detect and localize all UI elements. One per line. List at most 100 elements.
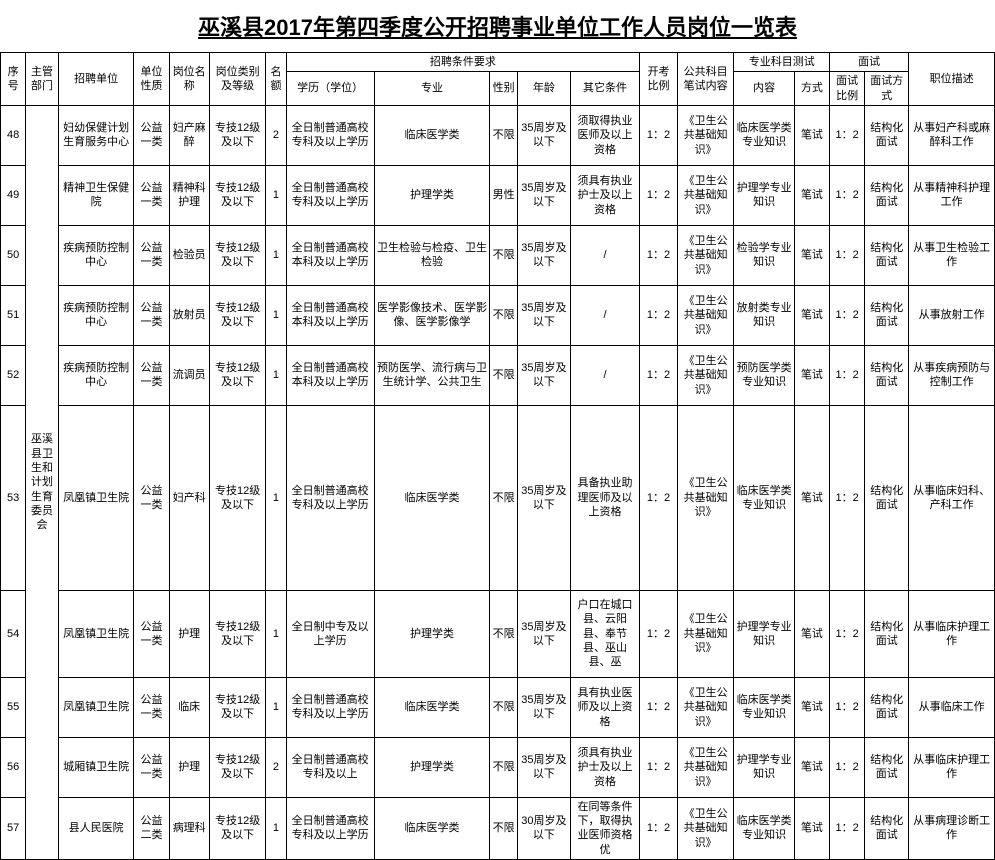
cell-level: 专技12级及以下 (209, 285, 266, 345)
cell-post: 放射员 (169, 285, 209, 345)
cell-unit: 县人民医院 (58, 797, 133, 859)
cell-public: 《卫生公共基础知识》 (677, 225, 734, 285)
h-unit: 招聘单位 (58, 53, 133, 106)
cell-iratio: 1：2 (830, 677, 865, 737)
cell-level: 专技12级及以下 (209, 737, 266, 797)
cell-sex: 不限 (490, 737, 518, 797)
cell-nature: 公益一类 (134, 405, 169, 590)
cell-quota: 1 (266, 285, 286, 345)
cell-age: 35周岁及以下 (518, 225, 571, 285)
cell-unit: 凤凰镇卫生院 (58, 405, 133, 590)
cell-seq: 50 (1, 225, 26, 285)
cell-sex: 男性 (490, 165, 518, 225)
cell-unit: 凤凰镇卫生院 (58, 677, 133, 737)
cell-ratio: 1：2 (640, 405, 678, 590)
cell-public: 《卫生公共基础知识》 (677, 797, 734, 859)
cell-prof: 临床医学类专业知识 (734, 677, 794, 737)
cell-seq: 55 (1, 677, 26, 737)
cell-desc: 从事妇产科或麻醉科工作 (909, 105, 995, 165)
cell-desc: 从事临床妇科、产科工作 (909, 405, 995, 590)
cell-iformat: 结构化面试 (865, 797, 909, 859)
cell-prof: 预防医学类专业知识 (734, 345, 794, 405)
cell-age: 35周岁及以下 (518, 165, 571, 225)
cell-seq: 54 (1, 590, 26, 677)
cell-level: 专技12级及以下 (209, 225, 266, 285)
cell-nature: 公益一类 (134, 590, 169, 677)
cell-major: 临床医学类 (374, 677, 490, 737)
cell-age: 35周岁及以下 (518, 105, 571, 165)
cell-unit: 凤凰镇卫生院 (58, 590, 133, 677)
cell-public: 《卫生公共基础知识》 (677, 590, 734, 677)
cell-iratio: 1：2 (830, 345, 865, 405)
cell-edu: 全日制普通高校本科及以上学历 (286, 225, 374, 285)
cell-age: 35周岁及以下 (518, 737, 571, 797)
cell-iformat: 结构化面试 (865, 285, 909, 345)
cell-method: 笔试 (794, 677, 829, 737)
cell-desc: 从事放射工作 (909, 285, 995, 345)
cell-other: / (570, 225, 639, 285)
cell-post: 检验员 (169, 225, 209, 285)
cell-iformat: 结构化面试 (865, 590, 909, 677)
cell-other: 具备执业助理医师及以上资格 (570, 405, 639, 590)
cell-unit: 疾病预防控制中心 (58, 225, 133, 285)
h-sex: 性别 (490, 72, 518, 106)
table-row: 53凤凰镇卫生院公益一类妇产科专技12级及以下1全日制普通高校专科及以上学历临床… (1, 405, 995, 590)
cell-iratio: 1：2 (830, 405, 865, 590)
cell-iformat: 结构化面试 (865, 737, 909, 797)
cell-seq: 53 (1, 405, 26, 590)
job-table: 序号 主管部门 招聘单位 单位性质 岗位名称 岗位类别及等级 名额 招聘条件要求… (0, 52, 995, 860)
cell-nature: 公益一类 (134, 105, 169, 165)
cell-quota: 2 (266, 737, 286, 797)
cell-method: 笔试 (794, 797, 829, 859)
cell-public: 《卫生公共基础知识》 (677, 105, 734, 165)
table-row: 48巫溪县卫生和计划生育委员会妇幼保健计划生育服务中心公益一类妇产麻醉专技12级… (1, 105, 995, 165)
cell-method: 笔试 (794, 165, 829, 225)
cell-edu: 全日制中专及以上学历 (286, 590, 374, 677)
cell-edu: 全日制普通高校专科及以上学历 (286, 105, 374, 165)
cell-major: 卫生检验与检疫、卫生检验 (374, 225, 490, 285)
h-interview-group: 面试 (830, 53, 909, 72)
cell-sex: 不限 (490, 405, 518, 590)
table-row: 49精神卫生保健院公益一类精神科护理专技12级及以下1全日制普通高校专科及以上学… (1, 165, 995, 225)
h-prof-content: 内容 (734, 72, 794, 106)
cell-iformat: 结构化面试 (865, 225, 909, 285)
cell-sex: 不限 (490, 797, 518, 859)
cell-iformat: 结构化面试 (865, 105, 909, 165)
h-level: 岗位类别及等级 (209, 53, 266, 106)
h-other: 其它条件 (570, 72, 639, 106)
cell-desc: 从事临床工作 (909, 677, 995, 737)
cell-nature: 公益一类 (134, 737, 169, 797)
cell-level: 专技12级及以下 (209, 105, 266, 165)
cell-seq: 57 (1, 797, 26, 859)
page-title: 巫溪县2017年第四季度公开招聘事业单位工作人员岗位一览表 (0, 0, 995, 52)
cell-sex: 不限 (490, 225, 518, 285)
h-iformat: 面试方式 (865, 72, 909, 106)
cell-other: 须具有执业护士及以上资格 (570, 165, 639, 225)
cell-edu: 全日制普通高校专科及以上学历 (286, 677, 374, 737)
cell-unit: 疾病预防控制中心 (58, 345, 133, 405)
cell-major: 护理学类 (374, 165, 490, 225)
cell-prof: 护理学专业知识 (734, 590, 794, 677)
cell-age: 35周岁及以下 (518, 345, 571, 405)
cell-major: 临床医学类 (374, 797, 490, 859)
cell-quota: 1 (266, 590, 286, 677)
cell-level: 专技12级及以下 (209, 345, 266, 405)
cell-ratio: 1：2 (640, 285, 678, 345)
cell-prof: 检验学专业知识 (734, 225, 794, 285)
cell-desc: 从事临床护理工作 (909, 590, 995, 677)
h-cond-group: 招聘条件要求 (286, 53, 640, 72)
cell-seq: 48 (1, 105, 26, 165)
cell-seq: 52 (1, 345, 26, 405)
cell-edu: 全日制普通高校专科及以上学历 (286, 405, 374, 590)
cell-iformat: 结构化面试 (865, 345, 909, 405)
h-prof-group: 专业科目测试 (734, 53, 830, 72)
cell-desc: 从事病理诊断工作 (909, 797, 995, 859)
cell-iformat: 结构化面试 (865, 677, 909, 737)
table-header: 序号 主管部门 招聘单位 单位性质 岗位名称 岗位类别及等级 名额 招聘条件要求… (1, 53, 995, 106)
cell-ratio: 1：2 (640, 677, 678, 737)
cell-iratio: 1：2 (830, 165, 865, 225)
cell-iratio: 1：2 (830, 797, 865, 859)
cell-level: 专技12级及以下 (209, 405, 266, 590)
cell-prof: 护理学专业知识 (734, 165, 794, 225)
cell-level: 专技12级及以下 (209, 677, 266, 737)
